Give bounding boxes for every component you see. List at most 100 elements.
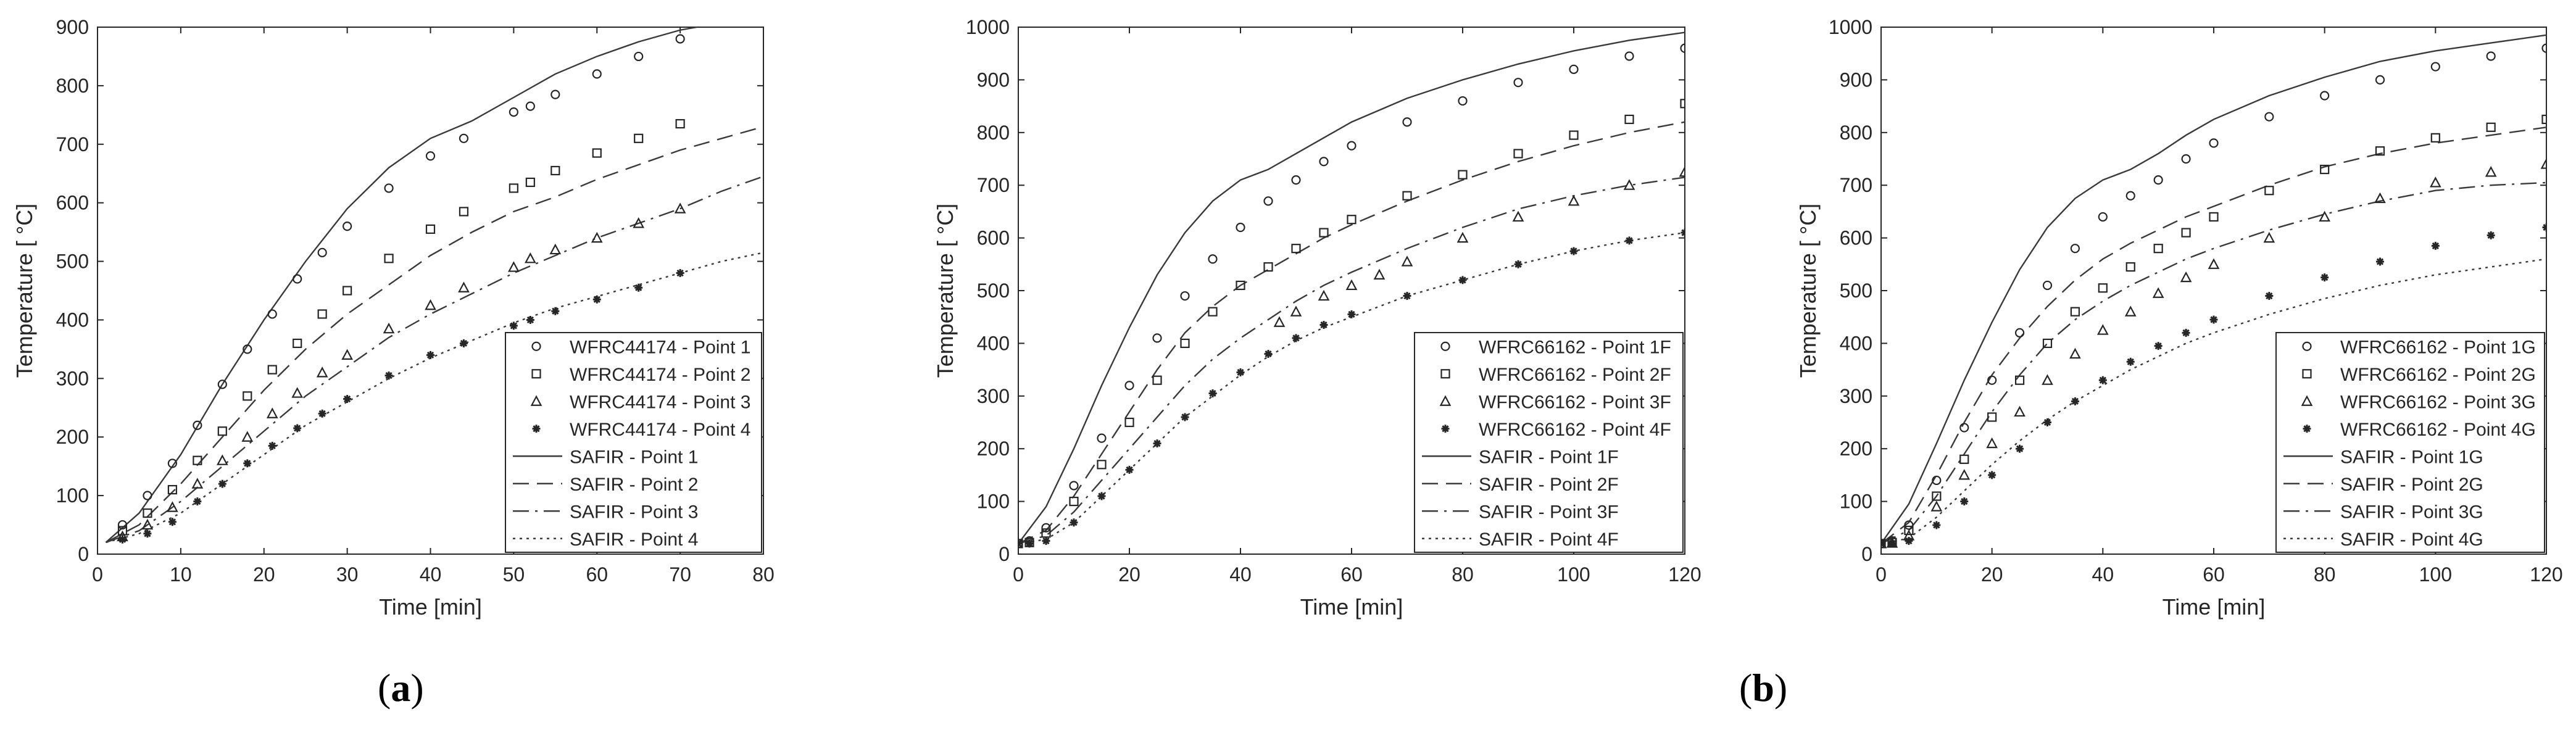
data-point-series-4 — [1070, 518, 1078, 527]
y-tick-label: 300 — [1840, 385, 1872, 407]
data-point-series-3 — [2208, 258, 2220, 269]
data-point-series-2 — [509, 183, 518, 193]
data-point-series-4 — [2320, 273, 2329, 282]
data-point-series-4 — [118, 535, 127, 544]
y-tick-label: 600 — [977, 227, 1010, 249]
legend: WFRC66162 - Point 1G WFRC66162 - Point 2G… — [2275, 332, 2545, 553]
data-point-series-4 — [1025, 539, 1034, 548]
data-point-series-3 — [633, 217, 645, 228]
data-point-series-2 — [634, 133, 644, 143]
data-point-series-3 — [1623, 179, 1635, 190]
data-point-series-3 — [458, 281, 470, 292]
data-point-series-3 — [2096, 324, 2109, 335]
data-point-series-3 — [1958, 469, 1971, 480]
data-point-series-3 — [291, 387, 304, 398]
data-point-series-4 — [268, 441, 276, 450]
data-point-series-2 — [1904, 525, 1914, 536]
legend-label-1: WFRC66162 - Point 1G — [2340, 337, 2536, 357]
model-line-1 — [1018, 31, 1685, 544]
data-point-series-3 — [425, 299, 436, 310]
data-point-series-4 — [2431, 241, 2440, 250]
data-point-series-4 — [634, 283, 643, 292]
data-point-series-1 — [1263, 196, 1273, 206]
data-point-series-2 — [2042, 338, 2053, 349]
data-point-series-2 — [2153, 244, 2163, 254]
legend-marker-1 — [2302, 341, 2312, 351]
legend-label-6: SAFIR - Point 2F — [1479, 475, 1619, 495]
data-point-series-2 — [217, 426, 227, 436]
data-point-series-2 — [343, 286, 352, 296]
data-point-series-3 — [549, 243, 562, 255]
data-point-series-4 — [243, 459, 252, 468]
data-point-series-3 — [167, 501, 178, 512]
data-point-series-2 — [1402, 191, 1412, 201]
data-point-series-3 — [383, 322, 395, 334]
y-tick-label: 400 — [977, 332, 1010, 354]
data-point-series-4 — [1905, 537, 1913, 545]
data-point-series-1 — [2430, 62, 2440, 72]
data-point-series-2 — [1124, 417, 1134, 428]
legend-label-4: WFRC66162 - Point 4G — [2340, 420, 2536, 440]
x-tick-label: 100 — [2419, 563, 2452, 586]
data-point-series-2 — [1347, 215, 1357, 225]
data-point-series-3 — [216, 454, 228, 465]
model-line-2 — [1018, 121, 1685, 545]
data-point-series-3 — [1986, 437, 1998, 449]
y-tick-label: 200 — [56, 426, 89, 448]
data-point-series-4 — [1988, 471, 1996, 479]
data-point-series-4 — [459, 339, 468, 347]
legend-label-8: SAFIR - Point 4F — [1479, 529, 1619, 550]
data-point-series-1 — [2375, 75, 2385, 85]
y-tick-label: 1000 — [1829, 16, 1872, 38]
legend-label-5: SAFIR - Point 1 — [570, 447, 698, 467]
data-point-series-2 — [2014, 375, 2025, 385]
y-tick-label: 700 — [1840, 174, 1872, 196]
x-tick-label: 80 — [1452, 563, 1474, 586]
data-point-series-4 — [2071, 397, 2079, 405]
data-point-series-4 — [1514, 260, 1523, 268]
data-point-series-1 — [551, 89, 560, 99]
legend-label-4: WFRC44174 - Point 4 — [570, 420, 750, 440]
data-point-series-4 — [1403, 292, 1411, 301]
model-line-2 — [105, 126, 763, 544]
data-point-series-1 — [2125, 191, 2135, 201]
data-point-series-3 — [2152, 287, 2164, 298]
data-point-series-4 — [1932, 521, 1941, 529]
data-point-series-3 — [2319, 210, 2331, 222]
y-tick-label: 0 — [1861, 543, 1872, 565]
model-line-2 — [1881, 126, 2546, 544]
data-point-series-4 — [1264, 349, 1273, 358]
data-point-series-1 — [1402, 117, 1412, 127]
data-point-series-4 — [1625, 236, 1634, 245]
data-point-series-1 — [1513, 78, 1523, 88]
data-point-series-1 — [675, 34, 685, 44]
data-point-series-2 — [425, 224, 436, 234]
data-point-series-4 — [2043, 418, 2051, 426]
data-point-series-1 — [343, 222, 352, 231]
data-point-series-1 — [2541, 43, 2546, 53]
x-tick-label: 70 — [669, 563, 691, 586]
data-point-series-4 — [193, 497, 202, 506]
data-point-series-3 — [341, 349, 353, 360]
legend-box — [505, 332, 762, 553]
data-point-series-2 — [1263, 262, 1273, 272]
data-point-series-1 — [459, 133, 469, 143]
data-point-series-1 — [1291, 175, 1301, 185]
data-point-series-2 — [2486, 122, 2496, 132]
data-point-series-4 — [1960, 497, 1969, 506]
data-point-series-2 — [384, 254, 394, 263]
data-point-series-4 — [1292, 334, 1300, 342]
data-point-series-3 — [2429, 176, 2441, 188]
data-point-series-2 — [551, 165, 560, 176]
data-point-series-2 — [1458, 170, 1468, 180]
data-point-series-2 — [117, 526, 128, 536]
data-point-series-4 — [143, 529, 152, 538]
model-line-4 — [1881, 258, 2546, 545]
legend-label-1: WFRC66162 - Point 1F — [1479, 337, 1671, 357]
data-point-series-1 — [2486, 51, 2496, 61]
x-tick-label: 20 — [1981, 563, 2003, 586]
data-point-series-2 — [267, 365, 277, 375]
data-point-series-4 — [509, 321, 518, 330]
legend-label-8: SAFIR - Point 4G — [2340, 529, 2483, 550]
data-point-series-3 — [2042, 374, 2053, 385]
